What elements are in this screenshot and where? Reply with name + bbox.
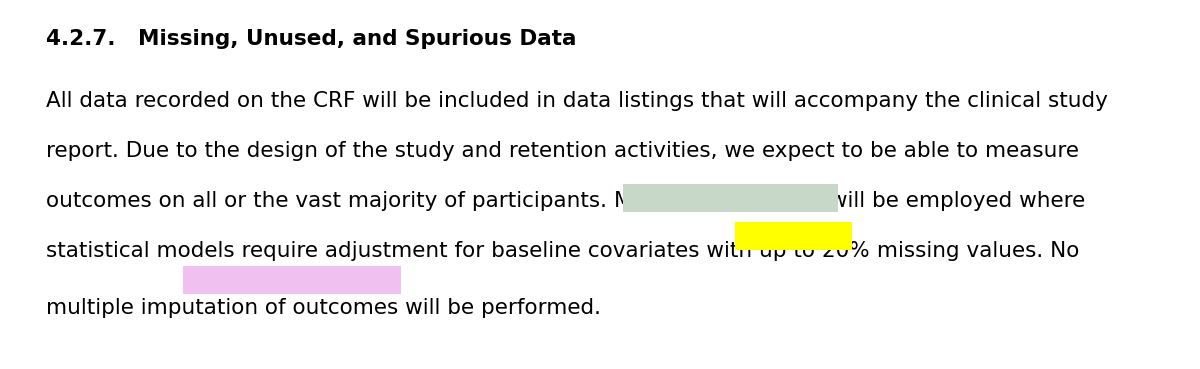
Text: All data recorded on the CRF will be included in data listings that will accompa: All data recorded on the CRF will be inc… <box>46 91 1108 111</box>
Text: Multiple imputation: Multiple imputation <box>614 191 823 211</box>
Text: will be employed where: will be employed where <box>823 191 1086 211</box>
Text: of outcomes will be performed.: of outcomes will be performed. <box>258 298 601 318</box>
Text: missing values. No: missing values. No <box>870 241 1079 261</box>
Text: 4.2.7.   Missing, Unused, and Spurious Data: 4.2.7. Missing, Unused, and Spurious Dat… <box>46 29 576 49</box>
Text: multiple imputation: multiple imputation <box>46 298 258 318</box>
Text: outcomes on all or the vast majority of participants.: outcomes on all or the vast majority of … <box>46 191 614 211</box>
Text: report. Due to the design of the study and retention activities, we expect to be: report. Due to the design of the study a… <box>46 141 1079 161</box>
Text: up to 20%: up to 20% <box>760 241 870 261</box>
Text: statistical models require adjustment for baseline covariates with: statistical models require adjustment fo… <box>46 241 760 261</box>
